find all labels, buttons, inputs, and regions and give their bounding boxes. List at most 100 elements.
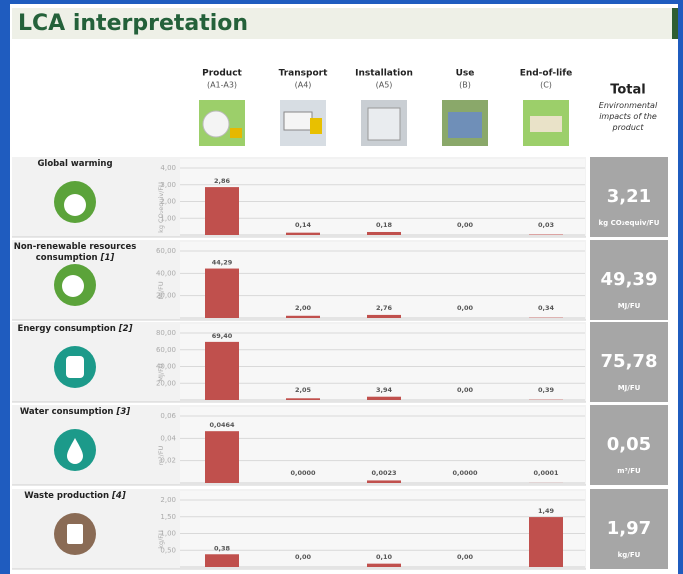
bar bbox=[205, 187, 239, 235]
total-value: 75,78 bbox=[601, 351, 658, 372]
y-tick-label: 2,00 bbox=[160, 496, 176, 504]
row-title-note: [1] bbox=[101, 253, 115, 263]
total-unit: kg/FU bbox=[618, 551, 641, 559]
total-value: 1,97 bbox=[607, 518, 651, 539]
value-label: 0,00 bbox=[295, 553, 312, 561]
stage-name: Installation bbox=[355, 69, 413, 79]
row-title-text: Water consumption bbox=[20, 407, 114, 417]
total-subtitle-box: Environmental impacts of the product bbox=[590, 100, 666, 146]
bar bbox=[205, 269, 239, 318]
row-title-text: Non-renewable resources consumption bbox=[14, 242, 137, 263]
value-label: 0,00 bbox=[457, 553, 474, 561]
row-title: Waste production [4] bbox=[2, 491, 148, 502]
value-label: 0,10 bbox=[376, 553, 393, 561]
bar bbox=[367, 564, 401, 567]
value-label: 2,86 bbox=[214, 177, 231, 185]
stage-icon-detail bbox=[368, 108, 400, 140]
row-title-note: [4] bbox=[112, 491, 126, 501]
value-label: 0,0023 bbox=[371, 469, 396, 477]
total-title: Total bbox=[610, 83, 646, 98]
y-tick-label: 0,04 bbox=[160, 434, 176, 442]
y-tick-label: 40,00 bbox=[156, 269, 176, 277]
bar bbox=[367, 232, 401, 235]
bar bbox=[529, 517, 563, 567]
stage-icon-detail bbox=[310, 118, 322, 134]
total-value: 49,39 bbox=[601, 269, 658, 290]
value-label: 1,49 bbox=[538, 507, 555, 515]
stage-code: (B) bbox=[459, 81, 471, 90]
stage-icon-detail bbox=[448, 112, 482, 138]
y-tick-label: 60,00 bbox=[156, 247, 176, 255]
value-label: 0,39 bbox=[538, 386, 555, 394]
bar bbox=[529, 234, 563, 235]
row-icon-detail bbox=[67, 524, 83, 544]
value-label: 0,0000 bbox=[290, 469, 316, 477]
value-label: 0,00 bbox=[457, 221, 474, 229]
page: LCA interpretation Total Environmental i… bbox=[0, 0, 683, 574]
y-tick-label: 4,00 bbox=[160, 164, 176, 172]
row-title-text: Energy consumption bbox=[18, 324, 116, 334]
bar bbox=[286, 316, 320, 318]
value-label: 2,76 bbox=[376, 304, 393, 312]
row-title: Non-renewable resources consumption [1] bbox=[2, 242, 148, 264]
value-label: 69,40 bbox=[212, 332, 233, 340]
value-label: 0,0001 bbox=[533, 469, 559, 477]
row-icon-detail bbox=[66, 356, 84, 378]
row-icon-detail bbox=[62, 275, 84, 297]
y-tick-label: 1,50 bbox=[160, 513, 176, 521]
bar bbox=[286, 398, 320, 400]
bar bbox=[205, 554, 239, 567]
total-unit: MJ/FU bbox=[618, 384, 641, 392]
y-tick-label: 80,00 bbox=[156, 329, 176, 337]
value-label: 0,0000 bbox=[452, 469, 478, 477]
bar bbox=[367, 480, 401, 483]
stage-icons bbox=[199, 100, 569, 146]
stage-icon-detail bbox=[203, 111, 229, 137]
stage-name: Product bbox=[202, 69, 242, 79]
page-title: LCA interpretation bbox=[18, 11, 248, 36]
value-label: 0,00 bbox=[457, 304, 474, 312]
y-axis-label: kg/FU bbox=[157, 530, 165, 549]
row-title-text: Waste production bbox=[24, 491, 109, 501]
value-label: 44,29 bbox=[212, 259, 233, 267]
total-unit: MJ/FU bbox=[618, 302, 641, 310]
bar bbox=[205, 431, 239, 483]
y-axis-label: m³/FU bbox=[157, 445, 165, 465]
value-label: 0,0464 bbox=[209, 421, 235, 429]
y-axis-label: MJ/FU bbox=[157, 281, 165, 299]
total-unit: kg CO₂equiv/FU bbox=[599, 219, 660, 227]
chart: LCA interpretation Total Environmental i… bbox=[0, 0, 683, 574]
stage-name: Use bbox=[456, 69, 475, 79]
stage-code: (C) bbox=[540, 81, 552, 90]
row-title-note: [2] bbox=[119, 324, 133, 334]
stage-name: Transport bbox=[279, 69, 328, 79]
stage-code: (A5) bbox=[376, 81, 393, 90]
value-label: 0,03 bbox=[538, 221, 554, 229]
bar bbox=[286, 233, 320, 235]
row-icon-detail bbox=[64, 194, 86, 216]
row-title-text: Global warming bbox=[37, 159, 112, 169]
total-unit: m³/FU bbox=[617, 467, 641, 475]
stage-icon-detail bbox=[284, 112, 312, 130]
row-title-note: [3] bbox=[116, 407, 130, 417]
y-tick-label: 0,06 bbox=[160, 412, 176, 420]
y-axis-label: kg CO₂equiv/FU bbox=[157, 182, 165, 233]
y-tick-label: 60,00 bbox=[156, 346, 176, 354]
total-value: 3,21 bbox=[607, 186, 651, 207]
row-title: Water consumption [3] bbox=[2, 407, 148, 418]
stage-icon-detail bbox=[530, 116, 562, 132]
bar bbox=[367, 315, 401, 318]
row-title: Energy consumption [2] bbox=[2, 324, 148, 335]
total-value: 0,05 bbox=[607, 434, 651, 455]
value-label: 3,94 bbox=[376, 386, 393, 394]
value-label: 0,34 bbox=[538, 304, 555, 312]
stage-code: (A4) bbox=[295, 81, 312, 90]
stage-icon-detail bbox=[230, 128, 242, 138]
stage-name: End-of-life bbox=[520, 69, 573, 79]
value-label: 0,18 bbox=[376, 221, 393, 229]
bar bbox=[367, 397, 401, 400]
total-subtitle: Environmental impacts of the product bbox=[590, 100, 666, 133]
value-label: 2,05 bbox=[295, 386, 312, 394]
y-axis-label: MJ/FU bbox=[157, 363, 165, 381]
value-label: 0,14 bbox=[295, 221, 312, 229]
